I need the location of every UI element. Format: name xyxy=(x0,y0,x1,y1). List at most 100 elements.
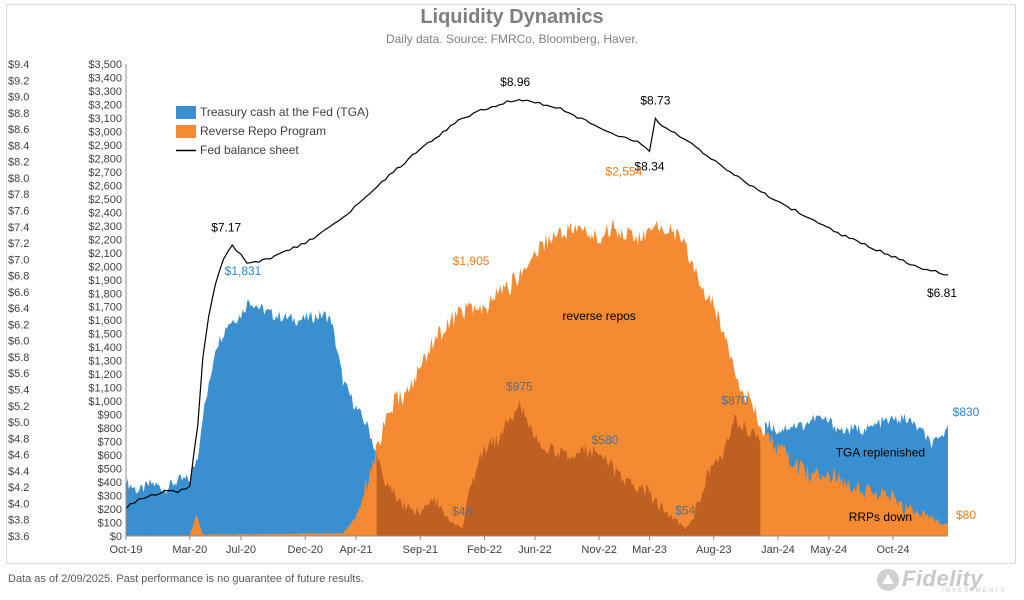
y-right-tick-label: $500 xyxy=(98,464,122,476)
y-right-tick-label: $1,900 xyxy=(88,275,122,287)
fidelity-mark-icon xyxy=(877,569,899,591)
fed-balance-sheet-line xyxy=(125,98,948,510)
x-tick-label: Mar-20 xyxy=(172,544,207,556)
y-left-tick-label: $7.0 xyxy=(8,254,29,266)
area-layer xyxy=(126,218,948,536)
y-left-tick-label: $4.4 xyxy=(8,466,29,478)
y-right-tick-label: $1,300 xyxy=(88,356,122,368)
y-left-tick-label: $3.8 xyxy=(8,515,29,527)
data-label: $7.17 xyxy=(211,220,241,234)
y-left-tick-label: $5.2 xyxy=(8,401,29,413)
y-right-tick-label: $3,100 xyxy=(88,113,122,125)
y-left-tick-label: $6.8 xyxy=(8,271,29,283)
y-left-tick-label: $8.8 xyxy=(8,108,29,120)
y-right-tick-label: $2,200 xyxy=(88,234,122,246)
y-left-tick-label: $9.2 xyxy=(8,75,29,87)
annotation-label: RRPs down xyxy=(849,510,912,524)
legend-label-rrp: Reverse Repo Program xyxy=(200,124,326,138)
x-tick-label: Sep-21 xyxy=(403,544,438,556)
y-left-tick-label: $8.6 xyxy=(8,124,29,136)
legend-label-tga: Treasury cash at the Fed (TGA) xyxy=(200,105,369,119)
x-tick-label: Mar-23 xyxy=(632,544,667,556)
y-right-tick-label: $200 xyxy=(98,504,122,516)
y-left-tick-label: $5.8 xyxy=(8,352,29,364)
y-left-tick-label: $3.6 xyxy=(8,531,29,543)
x-tick-label: Oct-24 xyxy=(876,544,909,556)
data-label: $6.81 xyxy=(927,286,957,300)
y-right-tick-label: $2,400 xyxy=(88,207,122,219)
data-label: $8.73 xyxy=(640,94,670,108)
y-right-tick-label: $100 xyxy=(98,518,122,530)
footnote: Data as of 2/09/2025. Past performance i… xyxy=(8,573,364,585)
tga-overlap-area xyxy=(376,400,761,536)
y-left-tick-label: $8.0 xyxy=(8,173,29,185)
y-right-tick-label: $1,200 xyxy=(88,369,122,381)
data-label: $870 xyxy=(721,394,748,408)
y-left-tick-label: $7.6 xyxy=(8,205,29,217)
line-layer xyxy=(125,98,948,510)
y-left-tick-label: $6.0 xyxy=(8,336,29,348)
y-left-tick-label: $4.6 xyxy=(8,450,29,462)
chart-frame xyxy=(6,4,1016,564)
y-right-tick-label: $800 xyxy=(98,423,122,435)
x-tick-label: May-24 xyxy=(810,544,847,556)
y-left-tick-label: $4.8 xyxy=(8,433,29,445)
data-label: $1,905 xyxy=(453,254,490,268)
legend-label-fed: Fed balance sheet xyxy=(200,143,299,157)
y-right-tick-label: $600 xyxy=(98,450,122,462)
y-right-tick-label: $1,400 xyxy=(88,342,122,354)
x-tick-label: Jul-20 xyxy=(226,544,256,556)
y-right-tick-label: $2,900 xyxy=(88,140,122,152)
y-right-tick-label: $2,600 xyxy=(88,180,122,192)
legend-swatch-rrp xyxy=(176,125,196,138)
data-label: $830 xyxy=(953,405,980,419)
y-right-tick-label: $300 xyxy=(98,491,122,503)
data-label-layer: $7.17 $8.96 $8.73 $8.34 $6.81 $1,831 $830 $1,90… xyxy=(211,75,979,524)
y-right-tick-label: $2,800 xyxy=(88,153,122,165)
x-tick-label: Apr-21 xyxy=(340,544,373,556)
legend: Treasury cash at the Fed (TGA) Reverse Re… xyxy=(176,105,369,157)
y-left-tick-label: $8.2 xyxy=(8,157,29,169)
data-label: $975 xyxy=(506,380,533,394)
y-right-tick-label: $1,600 xyxy=(88,315,122,327)
y-right-tick-label: $400 xyxy=(98,477,122,489)
y-right-tick-label: $2,100 xyxy=(88,248,122,260)
x-tick-label: Dec-20 xyxy=(288,544,323,556)
y-right-tick-label: $2,500 xyxy=(88,194,122,206)
y-left-tick-label: $5.6 xyxy=(8,368,29,380)
x-tick-label: Jan-24 xyxy=(761,544,795,556)
annotation-label: reverse repos xyxy=(562,309,635,323)
y-left-tick-label: $6.2 xyxy=(8,319,29,331)
y-right-tick-label: $1,000 xyxy=(88,396,122,408)
y-right-tick-label: $0 xyxy=(110,531,122,543)
legend-swatch-tga xyxy=(176,106,196,119)
y-right-tick-label: $3,400 xyxy=(88,72,122,84)
logo-subtext: INVESTMENTS xyxy=(942,588,1007,594)
data-label: $580 xyxy=(592,433,619,447)
x-tick-label: Oct-19 xyxy=(109,544,142,556)
y-right-tick-label: $700 xyxy=(98,437,122,449)
data-label: $8.96 xyxy=(500,75,530,89)
data-label: $54 xyxy=(675,504,695,518)
y-right-tick-label: $2,700 xyxy=(88,167,122,179)
y-right-tick-label: $1,800 xyxy=(88,288,122,300)
data-label: $1,831 xyxy=(225,264,262,278)
y-right-tick-label: $3,200 xyxy=(88,99,122,111)
y-left-tick-label: $9.4 xyxy=(8,59,29,71)
y-right-tick-label: $2,000 xyxy=(88,261,122,273)
y-left-tick-label: $5.4 xyxy=(8,385,29,397)
y-right-tick-label: $3,500 xyxy=(88,59,122,71)
data-label: $48 xyxy=(452,505,472,519)
data-label: $2,554 xyxy=(606,165,643,179)
x-tick-label: Nov-22 xyxy=(581,544,616,556)
y-left-tick-label: $6.6 xyxy=(8,287,29,299)
y-right-tick-label: $1,500 xyxy=(88,329,122,341)
chart-title: Liquidity Dynamics xyxy=(420,6,604,28)
y-right-tick-label: $1,700 xyxy=(88,302,122,314)
logo-wordmark: Fidelity xyxy=(902,566,984,591)
y-right-tick-label: $3,000 xyxy=(88,126,122,138)
data-label: $80 xyxy=(956,508,976,522)
x-tick-label: Aug-23 xyxy=(696,544,731,556)
y-right-tick-label: $1,100 xyxy=(88,383,122,395)
chart-subtitle: Daily data. Source: FMRCo, Bloomberg, Ha… xyxy=(385,32,639,46)
